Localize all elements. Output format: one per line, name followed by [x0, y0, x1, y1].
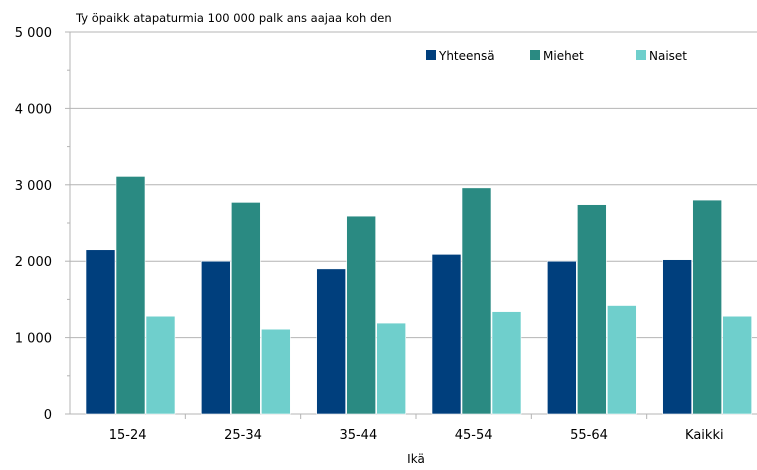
bar-naiset-25-34	[261, 328, 291, 415]
legend-label-miehet: Miehet	[543, 49, 584, 63]
bar-naiset-kaikki	[722, 315, 752, 415]
legend-swatch-miehet	[530, 50, 540, 60]
bar-naiset-35-44	[376, 322, 406, 415]
x-tick-label: 55-64	[570, 428, 608, 443]
bar-yhteensä-kaikki	[662, 259, 692, 415]
tick-labels: 0 1 000 2 000 3 000 4 000 5 000 15-24 25-34 35-4…	[15, 26, 724, 443]
bar-miehet-25-34	[231, 202, 261, 415]
x-tick-label: 15-24	[109, 428, 147, 443]
x-tick-label: 35-44	[339, 428, 377, 443]
bar-naiset-15-24	[145, 315, 176, 415]
y-tick-label: 4 000	[15, 102, 52, 117]
legend-label-naiset: Naiset	[649, 49, 687, 63]
y-tick-label: 1 000	[15, 332, 52, 347]
bar-miehet-15-24	[115, 176, 146, 415]
bar-yhteensä-45-54	[431, 254, 462, 415]
legend: Yhteensä Miehet Naiset	[426, 49, 687, 63]
x-tick-label: Kaikki	[685, 428, 724, 443]
bar-yhteensä-15-24	[85, 249, 116, 415]
x-tick-label: 25-34	[224, 428, 262, 443]
chart-title: Ty öpaikk atapaturmia 100 000 palk ans a…	[75, 11, 392, 25]
x-tick-label: 45-54	[455, 428, 493, 443]
axes	[65, 31, 757, 419]
bar-naiset-45-54	[491, 311, 522, 415]
legend-swatch-yhteensä	[426, 50, 436, 60]
bar-miehet-45-54	[461, 187, 492, 415]
bar-naiset-55-64	[607, 305, 637, 415]
legend-label-yhteensä: Yhteensä	[438, 49, 495, 63]
y-tick-label: 5 000	[15, 26, 52, 41]
y-tick-label: 3 000	[15, 179, 52, 194]
bars	[85, 176, 752, 415]
gridlines	[70, 31, 757, 339]
bar-miehet-55-64	[577, 204, 607, 415]
y-tick-label: 0	[44, 408, 52, 423]
x-axis-title: Ikä	[407, 452, 425, 466]
bar-miehet-kaikki	[692, 199, 722, 415]
bar-yhteensä-55-64	[547, 260, 577, 415]
bar-yhteensä-25-34	[201, 260, 231, 415]
legend-swatch-naiset	[636, 50, 646, 60]
bar-miehet-35-44	[346, 215, 376, 415]
y-tick-label: 2 000	[15, 255, 52, 270]
bar-yhteensä-35-44	[316, 268, 346, 415]
